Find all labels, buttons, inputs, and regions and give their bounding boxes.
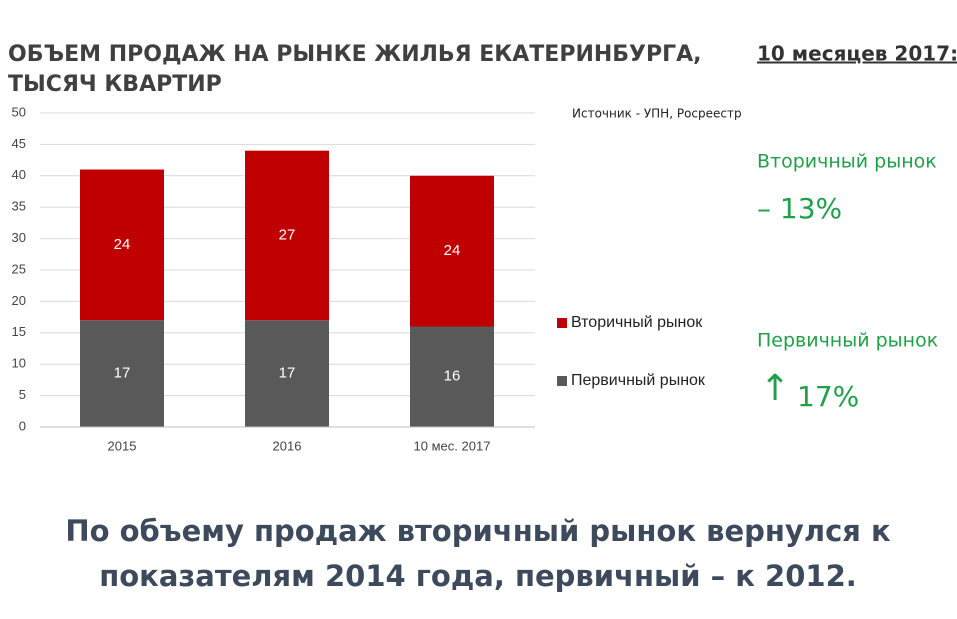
y-tick-label: 25 (12, 261, 26, 276)
bar-segment (410, 326, 494, 427)
y-tick-label: 10 (12, 356, 26, 371)
bar-segment (80, 320, 164, 427)
legend-swatch (557, 318, 567, 328)
y-tick-label: 30 (12, 230, 26, 245)
data-label: 27 (279, 226, 296, 243)
legend-label: Вторичный рынок (571, 314, 703, 331)
x-tick-label: 10 мес. 2017 (414, 438, 491, 453)
y-tick-label: 5 (19, 387, 26, 402)
sidebar-change: 17% (797, 380, 859, 413)
data-label: 24 (444, 242, 461, 259)
data-label: 16 (444, 368, 461, 385)
y-tick-label: 35 (12, 199, 26, 214)
x-tick-label: 2015 (108, 438, 137, 453)
y-tick-label: 45 (12, 136, 26, 151)
y-tick-label: 50 (12, 104, 26, 119)
y-tick-label: 40 (12, 167, 26, 182)
sidebar-label: Вторичный рынок (757, 151, 937, 173)
x-tick-label: 2016 (273, 438, 302, 453)
legend-swatch (557, 376, 567, 386)
y-tick-label: 15 (12, 324, 26, 339)
y-tick-label: 20 (12, 293, 26, 308)
bar-segment (410, 175, 494, 327)
sidebar-arrow: ↑ (760, 368, 790, 409)
data-label: 17 (114, 365, 131, 382)
conclusion: показателям 2014 года, первичный – к 201… (99, 559, 857, 593)
chart-title: ТЫСЯЧ КВАРТИР (8, 72, 222, 97)
conclusion: По объему продаж вторичный рынок вернулс… (65, 514, 891, 548)
data-label: 17 (279, 365, 296, 382)
sidebar-change: – 13% (757, 192, 842, 225)
sidebar-label: Первичный рынок (757, 330, 938, 352)
legend-label: Первичный рынок (571, 372, 706, 389)
source: Источник - УПН, Росреестр (572, 107, 742, 121)
sidebar-heading: 10 месяцев 2017: (757, 42, 957, 66)
bar-segment (245, 150, 329, 321)
y-tick-label: 0 (19, 418, 26, 433)
bar-segment (80, 169, 164, 321)
data-label: 24 (114, 236, 131, 253)
chart-title: ОБЪЕМ ПРОДАЖ НА РЫНКЕ ЖИЛЬЯ ЕКАТЕРИНБУРГ… (8, 42, 702, 67)
bar-segment (245, 320, 329, 427)
